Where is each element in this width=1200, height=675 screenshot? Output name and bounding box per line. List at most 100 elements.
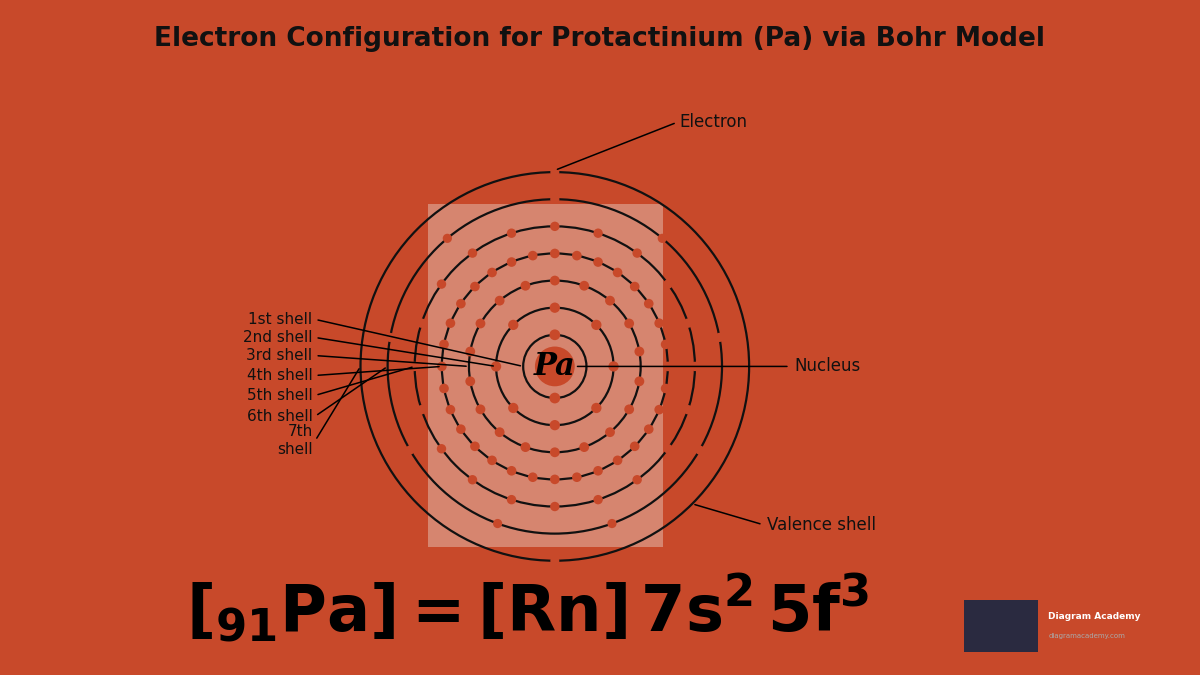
Point	[600, 295, 619, 306]
Point	[653, 233, 672, 244]
Point	[588, 465, 607, 476]
Text: 5th shell: 5th shell	[247, 388, 313, 403]
Point	[502, 227, 521, 238]
Point	[545, 221, 564, 232]
Point	[575, 441, 594, 452]
Point	[440, 318, 460, 329]
Point	[587, 402, 606, 413]
Point	[412, 318, 431, 329]
Text: Valence shell: Valence shell	[767, 516, 876, 533]
Point	[588, 494, 607, 505]
Point	[545, 167, 564, 178]
Point	[502, 256, 521, 267]
Point	[658, 361, 677, 372]
Point	[659, 443, 678, 454]
Point	[451, 424, 470, 435]
Point	[685, 361, 704, 372]
Bar	[965, 601, 1038, 652]
Point	[640, 424, 659, 435]
Point	[625, 441, 644, 452]
Point	[482, 267, 502, 278]
Point	[504, 319, 523, 330]
Point	[451, 298, 470, 309]
Point	[678, 404, 697, 415]
Point	[504, 402, 523, 413]
Point	[523, 250, 542, 261]
Point	[545, 420, 564, 431]
Text: diagramacademy.com: diagramacademy.com	[1049, 632, 1126, 639]
Point	[466, 281, 485, 292]
Point	[486, 361, 505, 372]
Point	[523, 472, 542, 483]
Point	[625, 281, 644, 292]
Point	[545, 501, 564, 512]
Point	[619, 318, 638, 329]
Point	[600, 427, 619, 437]
Point	[649, 404, 668, 415]
Point	[490, 295, 509, 306]
Point	[604, 361, 623, 372]
Text: 3rd shell: 3rd shell	[246, 348, 313, 363]
FancyBboxPatch shape	[428, 204, 664, 547]
Point	[628, 248, 647, 259]
Point	[678, 318, 697, 329]
Point	[488, 518, 508, 529]
Point	[545, 556, 564, 566]
Text: 7th
shell: 7th shell	[277, 425, 313, 457]
Point	[516, 280, 535, 291]
Point	[432, 443, 451, 454]
Text: 2nd shell: 2nd shell	[244, 330, 313, 345]
Point	[482, 455, 502, 466]
Text: Diagram Academy: Diagram Academy	[1049, 612, 1141, 621]
Point	[406, 361, 425, 372]
Point	[545, 248, 564, 259]
Point	[630, 346, 649, 357]
Circle shape	[535, 346, 575, 386]
Point	[568, 472, 587, 483]
Point	[656, 339, 676, 350]
Point	[490, 427, 509, 437]
Text: Electron: Electron	[679, 113, 748, 132]
Point	[602, 518, 622, 529]
Text: $\mathbf{[_{91}Pa] = [Rn]\,7s^2\,5f^3}$: $\mathbf{[_{91}Pa] = [Rn]\,7s^2\,5f^3}$	[186, 571, 869, 644]
Point	[545, 474, 564, 485]
Point	[545, 393, 564, 404]
Point	[649, 318, 668, 329]
Point	[545, 194, 564, 205]
Text: Electron Configuration for Protactinium (Pa) via Bohr Model: Electron Configuration for Protactinium …	[155, 26, 1045, 53]
Point	[434, 339, 454, 350]
Point	[608, 455, 628, 466]
Point	[412, 404, 431, 415]
Point	[432, 279, 451, 290]
Point	[438, 233, 457, 244]
Point	[463, 475, 482, 485]
Text: Pa: Pa	[534, 351, 576, 382]
Point	[461, 346, 480, 357]
Point	[568, 250, 587, 261]
Point	[608, 267, 628, 278]
Point	[690, 445, 709, 456]
Point	[659, 279, 678, 290]
Point	[575, 280, 594, 291]
Point	[432, 361, 451, 372]
Point	[710, 332, 730, 343]
Point	[630, 376, 649, 387]
Point	[587, 319, 606, 330]
Point	[545, 447, 564, 458]
Point	[619, 404, 638, 414]
Text: Nucleus: Nucleus	[794, 358, 860, 375]
Point	[656, 383, 676, 394]
Point	[628, 475, 647, 485]
Point	[463, 248, 482, 259]
Text: 1st shell: 1st shell	[248, 312, 313, 327]
Point	[470, 404, 490, 414]
Point	[466, 441, 485, 452]
Point	[640, 298, 659, 309]
Point	[461, 376, 480, 387]
Point	[502, 465, 521, 476]
Point	[545, 275, 564, 286]
Point	[545, 302, 564, 313]
Point	[545, 329, 564, 340]
Point	[502, 494, 521, 505]
Point	[401, 445, 420, 456]
